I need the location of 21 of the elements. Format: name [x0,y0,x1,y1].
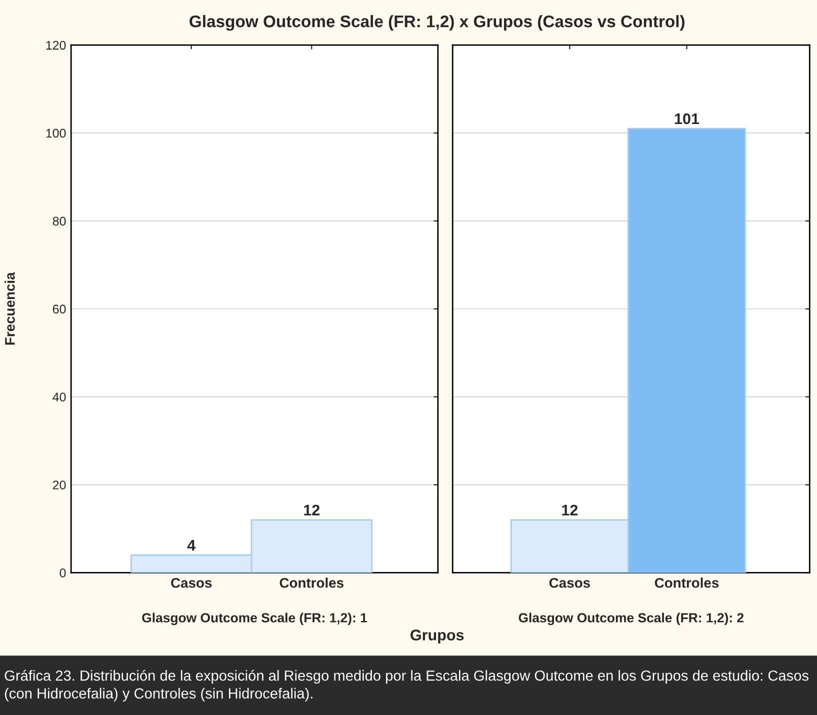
text: Gráfica 23. Distribución de la exposición al Riesgo medido por la Escala Glasgow Outcome en los Grupos de estudio: Casos (con Hidrocefalia) y Controles (sin Hidrocefalia). [4,670,808,702]
x-axis-title: Glasgow Outcome Scale (FR: 1,2): 2 [518,612,744,626]
y-tick-label: 80 [52,216,66,226]
y-tick-label: 60 [52,304,66,314]
y-tick-label: 40 [52,392,66,402]
x-tick-label: Controles [654,578,719,588]
y-tick-label: 120 [46,40,66,50]
data-label: 12 [562,504,578,516]
chart-title: Glasgow Outcome Scale (FR: 1,2) x Grupos (Casos vs Control) [190,15,684,31]
data-label: 4 [187,540,196,551]
y-tick-label: 20 [52,480,66,490]
x-axis-title: Glasgow Outcome Scale (FR: 1,2): 1 [142,612,368,626]
y-axis-title: Frecuencia [4,272,15,345]
x-tick-label: Controles [280,578,344,588]
x-tick-label: Casos [171,578,212,588]
y-tick-label: 100 [46,128,66,138]
text: Grupos [410,630,464,644]
y-tick-label: 0 [60,568,66,578]
x-tick-label: Casos [549,578,590,588]
data-label: 12 [304,504,320,516]
data-label: 101 [674,113,700,124]
